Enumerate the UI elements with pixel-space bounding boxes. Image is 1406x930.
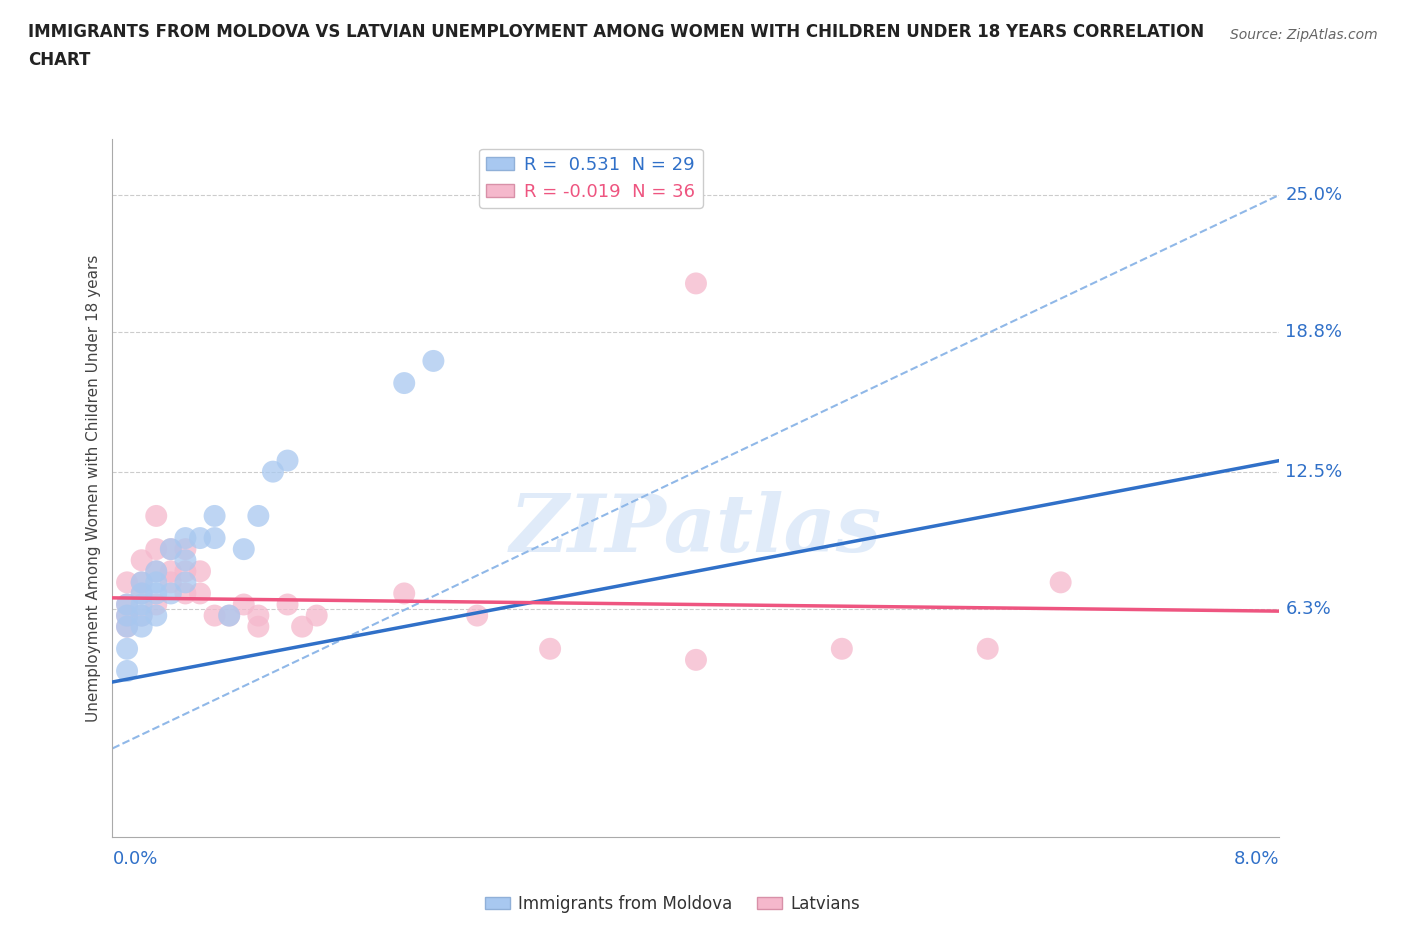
- Point: [145, 541, 167, 556]
- Point: [131, 552, 153, 567]
- Text: Source: ZipAtlas.com: Source: ZipAtlas.com: [1230, 28, 1378, 42]
- Point: [115, 619, 138, 634]
- Point: [276, 597, 298, 612]
- Point: [160, 541, 183, 556]
- Point: [831, 642, 853, 657]
- Point: [218, 608, 240, 623]
- Point: [276, 453, 298, 468]
- Text: 12.5%: 12.5%: [1285, 462, 1343, 481]
- Point: [1049, 575, 1071, 590]
- Point: [247, 509, 270, 524]
- Legend: Immigrants from Moldova, Latvians: Immigrants from Moldova, Latvians: [478, 888, 868, 920]
- Point: [204, 608, 226, 623]
- Point: [218, 608, 240, 623]
- Point: [174, 586, 197, 601]
- Point: [247, 619, 270, 634]
- Text: 6.3%: 6.3%: [1285, 600, 1331, 618]
- Point: [232, 597, 254, 612]
- Point: [188, 531, 211, 546]
- Point: [685, 276, 707, 291]
- Point: [115, 642, 138, 657]
- Point: [145, 564, 167, 578]
- Point: [174, 575, 197, 590]
- Point: [392, 586, 416, 601]
- Point: [538, 642, 561, 657]
- Point: [174, 541, 197, 556]
- Text: ZIPatlas: ZIPatlas: [510, 491, 882, 569]
- Point: [160, 586, 183, 601]
- Point: [465, 608, 488, 623]
- Point: [115, 663, 138, 678]
- Point: [232, 541, 254, 556]
- Point: [685, 653, 707, 668]
- Text: 8.0%: 8.0%: [1234, 850, 1279, 869]
- Point: [115, 608, 138, 623]
- Point: [115, 597, 138, 612]
- Point: [392, 376, 416, 391]
- Point: [115, 608, 138, 623]
- Point: [188, 586, 211, 601]
- Point: [174, 552, 197, 567]
- Y-axis label: Unemployment Among Women with Children Under 18 years: Unemployment Among Women with Children U…: [86, 255, 101, 722]
- Point: [160, 541, 183, 556]
- Point: [131, 608, 153, 623]
- Point: [305, 608, 328, 623]
- Point: [131, 575, 153, 590]
- Point: [976, 642, 998, 657]
- Point: [145, 575, 167, 590]
- Point: [204, 509, 226, 524]
- Point: [145, 509, 167, 524]
- Point: [174, 531, 197, 546]
- Point: [115, 575, 138, 590]
- Text: 18.8%: 18.8%: [1285, 323, 1343, 341]
- Point: [145, 564, 167, 578]
- Text: 25.0%: 25.0%: [1285, 186, 1343, 204]
- Point: [115, 597, 138, 612]
- Point: [131, 586, 153, 601]
- Point: [131, 608, 153, 623]
- Text: 0.0%: 0.0%: [112, 850, 157, 869]
- Point: [131, 619, 153, 634]
- Point: [131, 575, 153, 590]
- Point: [262, 464, 284, 479]
- Point: [145, 608, 167, 623]
- Text: IMMIGRANTS FROM MOLDOVA VS LATVIAN UNEMPLOYMENT AMONG WOMEN WITH CHILDREN UNDER : IMMIGRANTS FROM MOLDOVA VS LATVIAN UNEMP…: [28, 23, 1205, 41]
- Point: [145, 586, 167, 601]
- Point: [188, 564, 211, 578]
- Point: [422, 353, 444, 368]
- Point: [131, 597, 153, 612]
- Point: [115, 619, 138, 634]
- Point: [131, 586, 153, 601]
- Point: [160, 564, 183, 578]
- Point: [204, 531, 226, 546]
- Point: [174, 564, 197, 578]
- Point: [291, 619, 314, 634]
- Text: CHART: CHART: [28, 51, 90, 69]
- Point: [160, 575, 183, 590]
- Point: [247, 608, 270, 623]
- Point: [145, 597, 167, 612]
